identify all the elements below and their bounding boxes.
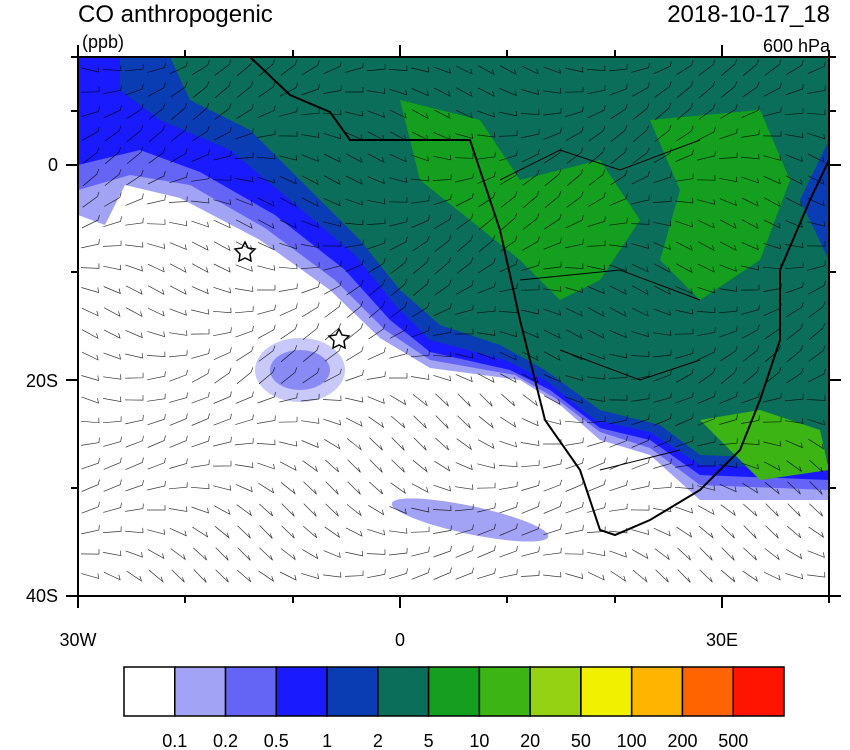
colorbar-label: 0.1 <box>162 731 187 750</box>
colorbar-label: 100 <box>617 731 647 750</box>
colorbar-label: 2 <box>373 731 383 750</box>
lat-label: 0 <box>48 155 58 175</box>
colorbar-box <box>123 666 176 717</box>
map <box>78 57 829 596</box>
colorbar-box <box>377 666 430 717</box>
colorbar-label: 0.5 <box>264 731 289 750</box>
level: 600 hPa <box>763 36 831 56</box>
datetime: 2018-10-17_18 <box>667 1 830 28</box>
wind-barbs <box>80 59 826 583</box>
colorbar-label: 500 <box>718 731 748 750</box>
lat-label: 40S <box>26 586 58 606</box>
colorbar-label: 1 <box>322 731 332 750</box>
colorbar-box <box>580 666 633 717</box>
coastline <box>249 57 829 537</box>
colorbar-label: 50 <box>571 731 591 750</box>
lon-label: 0 <box>395 630 405 650</box>
units: (ppb) <box>82 32 124 52</box>
co-field <box>400 100 640 300</box>
map-frame <box>77 56 830 597</box>
colorbar-box <box>529 666 582 717</box>
colorbar-box <box>478 666 531 717</box>
lat-label: 20S <box>26 371 58 391</box>
colorbar: 0.1 0.2 0.5 1 2 5 10 20 50 100 200 500 <box>123 666 785 750</box>
co-field <box>170 57 829 460</box>
co-field <box>391 498 549 542</box>
colorbar-box <box>630 666 684 717</box>
colorbar-box <box>224 666 278 717</box>
colorbar-label: 0.2 <box>213 731 238 750</box>
title: CO anthropogenic <box>78 1 273 28</box>
colorbar-box <box>681 666 734 717</box>
colorbar-label: 200 <box>667 731 697 750</box>
borders <box>499 139 701 471</box>
colorbar-box <box>326 666 379 717</box>
site-markers <box>233 240 351 350</box>
ticks <box>66 45 841 608</box>
colorbar-label: 20 <box>520 731 540 750</box>
colorbar-label: 10 <box>469 731 489 750</box>
colorbar-box <box>275 666 328 717</box>
co-field <box>700 410 829 480</box>
lon-label: 30W <box>59 630 96 650</box>
lon-label: 30E <box>706 630 738 650</box>
colorbar-box <box>174 666 227 717</box>
colorbar-box <box>732 666 785 717</box>
barb <box>80 59 826 583</box>
colorbar-label: 5 <box>424 731 434 750</box>
co-field <box>255 338 345 402</box>
colorbar-box <box>427 666 481 717</box>
